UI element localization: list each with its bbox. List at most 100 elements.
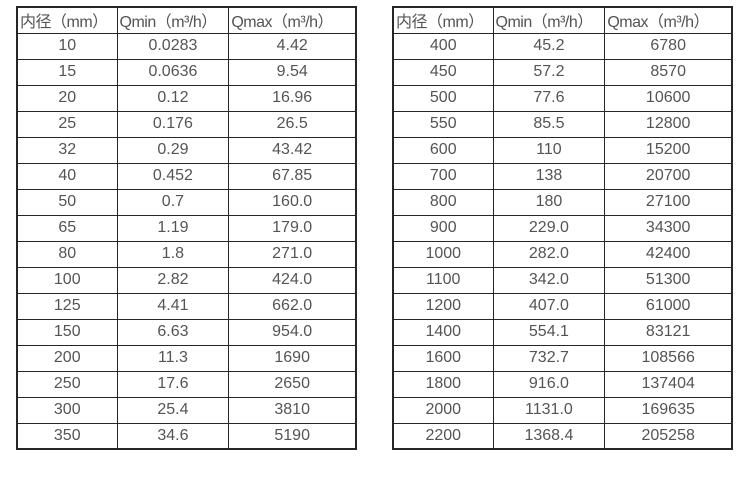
diameter-cell: 300 xyxy=(16,396,118,424)
qmin-cell: 0.12 xyxy=(116,84,230,112)
diameter-cell: 900 xyxy=(392,214,494,242)
diameter-cell: 15 xyxy=(16,58,118,86)
diameter-cell: 250 xyxy=(16,370,118,398)
qmax-cell: 8570 xyxy=(604,58,733,86)
table-row: 550 85.5 12800 xyxy=(392,110,733,138)
qmin-cell: 1.19 xyxy=(116,214,230,242)
qmax-cell: 1690 xyxy=(228,344,357,372)
table-row: 300 25.4 3810 xyxy=(16,396,357,424)
diameter-cell: 1400 xyxy=(392,318,494,346)
diameter-cell: 1000 xyxy=(392,240,494,268)
table-row: 400 45.2 6780 xyxy=(392,32,733,60)
diameter-cell: 125 xyxy=(16,292,118,320)
qmax-cell: 954.0 xyxy=(228,318,357,346)
qmin-cell: 4.41 xyxy=(116,292,230,320)
qmin-cell: 77.6 xyxy=(492,84,606,112)
table-row: 40 0.452 67.85 xyxy=(16,162,357,190)
diameter-cell: 100 xyxy=(16,266,118,294)
qmax-cell: 61000 xyxy=(604,292,733,320)
qmin-cell: 85.5 xyxy=(492,110,606,138)
qmax-cell: 9.54 xyxy=(228,58,357,86)
diameter-cell: 10 xyxy=(16,32,118,60)
diameter-cell: 20 xyxy=(16,84,118,112)
qmax-cell: 108566 xyxy=(604,344,733,372)
qmax-cell: 662.0 xyxy=(228,292,357,320)
qmin-cell: 732.7 xyxy=(492,344,606,372)
diameter-cell: 50 xyxy=(16,188,118,216)
table-row: 80 1.8 271.0 xyxy=(16,240,357,268)
diameter-cell: 1100 xyxy=(392,266,494,294)
qmin-cell: 138 xyxy=(492,162,606,190)
qmax-cell: 16.96 xyxy=(228,84,357,112)
qmin-cell: 0.0283 xyxy=(116,32,230,60)
table-row: 1600 732.7 108566 xyxy=(392,344,733,372)
table-row: 200 11.3 1690 xyxy=(16,344,357,372)
diameter-cell: 550 xyxy=(392,110,494,138)
table-row: 800 180 27100 xyxy=(392,188,733,216)
table-row: 900 229.0 34300 xyxy=(392,214,733,242)
header-row: 内径（mm） Qmin（m³/h） Qmax（m³/h） xyxy=(16,6,357,34)
diameter-cell: 32 xyxy=(16,136,118,164)
table-row: 1800 916.0 137404 xyxy=(392,370,733,398)
diameter-cell: 400 xyxy=(392,32,494,60)
qmax-cell: 27100 xyxy=(604,188,733,216)
qmin-cell: 1131.0 xyxy=(492,396,606,424)
qmin-cell: 2.82 xyxy=(116,266,230,294)
qmax-cell: 205258 xyxy=(604,422,733,450)
diameter-cell: 80 xyxy=(16,240,118,268)
qmax-cell: 43.42 xyxy=(228,136,357,164)
qmax-cell: 137404 xyxy=(604,370,733,398)
qmin-cell: 11.3 xyxy=(116,344,230,372)
qmin-cell: 34.6 xyxy=(116,422,230,450)
qmax-cell: 5190 xyxy=(228,422,357,450)
diameter-cell: 150 xyxy=(16,318,118,346)
diameter-cell: 450 xyxy=(392,58,494,86)
qmin-cell: 180 xyxy=(492,188,606,216)
qmax-cell: 15200 xyxy=(604,136,733,164)
table-row: 10 0.0283 4.42 xyxy=(16,32,357,60)
diameter-column-header: 内径（mm） xyxy=(392,6,494,34)
qmin-cell: 0.452 xyxy=(116,162,230,190)
diameter-cell: 40 xyxy=(16,162,118,190)
qmin-cell: 342.0 xyxy=(492,266,606,294)
table-row: 2000 1131.0 169635 xyxy=(392,396,733,424)
qmin-column-header: Qmin（m³/h） xyxy=(492,6,606,34)
diameter-cell: 200 xyxy=(16,344,118,372)
table-row: 50 0.7 160.0 xyxy=(16,188,357,216)
table-row: 1400 554.1 83121 xyxy=(392,318,733,346)
qmin-cell: 45.2 xyxy=(492,32,606,60)
qmin-cell: 407.0 xyxy=(492,292,606,320)
qmin-cell: 0.176 xyxy=(116,110,230,138)
qmin-cell: 17.6 xyxy=(116,370,230,398)
table-row: 125 4.41 662.0 xyxy=(16,292,357,320)
diameter-cell: 1600 xyxy=(392,344,494,372)
qmin-cell: 1.8 xyxy=(116,240,230,268)
qmax-cell: 6780 xyxy=(604,32,733,60)
diameter-cell: 1200 xyxy=(392,292,494,320)
qmax-cell: 160.0 xyxy=(228,188,357,216)
table-row: 450 57.2 8570 xyxy=(392,58,733,86)
qmax-cell: 42400 xyxy=(604,240,733,268)
diameter-cell: 2000 xyxy=(392,396,494,424)
qmin-cell: 916.0 xyxy=(492,370,606,398)
qmax-cell: 34300 xyxy=(604,214,733,242)
header-row: 内径（mm） Qmin（m³/h） Qmax（m³/h） xyxy=(392,6,733,34)
table-row: 500 77.6 10600 xyxy=(392,84,733,112)
qmax-cell: 67.85 xyxy=(228,162,357,190)
diameter-cell: 500 xyxy=(392,84,494,112)
qmin-cell: 57.2 xyxy=(492,58,606,86)
table-row: 25 0.176 26.5 xyxy=(16,110,357,138)
qmax-cell: 83121 xyxy=(604,318,733,346)
table-row: 2200 1368.4 205258 xyxy=(392,422,733,450)
table-row: 600 110 15200 xyxy=(392,136,733,164)
table-row: 1100 342.0 51300 xyxy=(392,266,733,294)
qmax-cell: 3810 xyxy=(228,396,357,424)
diameter-cell: 800 xyxy=(392,188,494,216)
diameter-cell: 350 xyxy=(16,422,118,450)
table-row: 1000 282.0 42400 xyxy=(392,240,733,268)
table-row: 100 2.82 424.0 xyxy=(16,266,357,294)
qmin-cell: 110 xyxy=(492,136,606,164)
qmin-cell: 6.63 xyxy=(116,318,230,346)
table-row: 20 0.12 16.96 xyxy=(16,84,357,112)
qmin-cell: 1368.4 xyxy=(492,422,606,450)
